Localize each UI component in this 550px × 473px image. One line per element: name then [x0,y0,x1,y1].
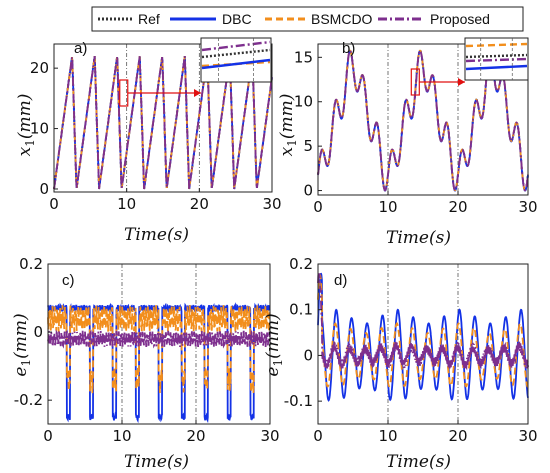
x-tick-label-c-2: 20 [186,427,205,445]
legend-label-dbc: DBC [222,11,252,27]
inset-line-b-3 [465,64,528,71]
x-tick-label-a-1: 10 [117,195,136,213]
y-tick-label-c-1: 0 [33,323,43,341]
panel-label-b: b) [342,40,355,57]
legend: Ref DBC BSMCDO Proposed [91,6,524,32]
legend-label-proposed: Proposed [430,11,490,27]
inset-line-b-0 [465,42,528,48]
y-tick-label-d-1: 0 [303,346,313,364]
x-tick-label-b-0: 0 [313,198,323,216]
x-tick-label-b-3: 30 [518,198,537,216]
y-tick-label-a-2: 20 [30,59,49,77]
x-tick-label-d-1: 10 [378,427,397,445]
x-tick-label-a-0: 0 [49,195,59,213]
y-tick-label-b-2: 10 [294,93,313,111]
series-proposed-d [317,273,529,372]
x-axis-label-b: Time(s) [386,228,451,248]
plot-area-a: 0 10 20 30 0 10 20 [30,37,282,213]
y-tick-label-c-2: 0.2 [19,255,43,273]
plot-area-b: 0 10 20 30 0 5 10 15 [294,37,538,216]
panel-d: 0 10 20 30-0.100.10.2 d) Time(s) e1(mm) [263,255,538,472]
x-tick-label-d-0: 0 [313,427,323,445]
legend-box [91,6,524,32]
axes-frame-b [317,43,529,196]
x-axis-label-c: Time(s) [124,452,189,472]
plot-area-c: 0 10 20 30-0.200.2 [14,255,280,445]
series-dbc-c [47,302,271,424]
panel-label-c: c) [62,272,75,289]
zoom-arrowhead-b [458,78,465,86]
y-axis-label-a: x1(mm) [15,94,37,157]
x-tick-label-c-3: 30 [260,427,279,445]
legend-label-bsmcdo: BSMCDO [311,11,373,27]
y-axis-label-c: e1(mm) [11,313,33,376]
x-tick-label-a-2: 20 [190,195,209,213]
x-tick-label-c-1: 10 [112,427,131,445]
panel-b: 0 10 20 30 0 5 10 15 b) Time(s) x1(mm) [277,37,538,248]
x-tick-label-c-0: 0 [43,427,53,445]
x-tick-label-b-1: 10 [378,198,397,216]
y-tick-label-b-3: 15 [294,48,313,66]
axes-frame-c [47,263,271,425]
y-tick-label-d-0: -0.1 [284,392,313,410]
y-tick-label-d-3: 0.2 [289,255,313,273]
x-tick-label-d-3: 30 [518,427,537,445]
series-dbc-d [317,272,529,402]
y-tick-label-a-0: 0 [39,180,49,198]
inset-line-a-0 [201,40,271,52]
inset-line-a-3 [201,58,271,70]
x-tick-label-d-2: 20 [448,427,467,445]
panel-label-d: d) [334,272,347,289]
x-axis-label-d: Time(s) [386,452,451,472]
y-tick-label-d-2: 0.1 [289,301,313,319]
x-axis-label-a: Time(s) [124,225,189,245]
y-axis-label-b: x1(mm) [277,94,299,157]
series-proposed-a [53,55,273,190]
y-tick-label-a-1: 10 [30,120,49,138]
panel-c: 0 10 20 30-0.200.2 c) Time(s) e1(mm) [11,255,280,472]
y-tick-label-b-0: 0 [303,182,313,200]
y-tick-label-b-1: 5 [303,137,313,155]
y-tick-label-c-0: -0.2 [14,391,43,409]
panel-a: 0 10 20 30 0 10 20 a) Time(s) x1(mm) [15,37,282,245]
panel-label-a: a) [74,40,87,57]
plot-area-d: 0 10 20 30-0.100.10.2 [284,255,538,445]
series-bsmcdo-d [317,273,529,388]
inset-line-b-2 [465,57,528,63]
inset-line-a-1 [201,48,271,59]
series-bsmcdo-c [47,304,271,394]
axes-frame-a [53,43,273,193]
legend-label-ref: Ref [138,11,160,27]
axes-frame-d [317,263,529,425]
series-proposed-c [47,328,271,349]
x-tick-label-a-3: 30 [262,195,281,213]
y-axis-label-d: e1(mm) [263,313,285,376]
zoom-arrowhead-a [194,89,201,97]
x-tick-label-b-2: 20 [448,198,467,216]
